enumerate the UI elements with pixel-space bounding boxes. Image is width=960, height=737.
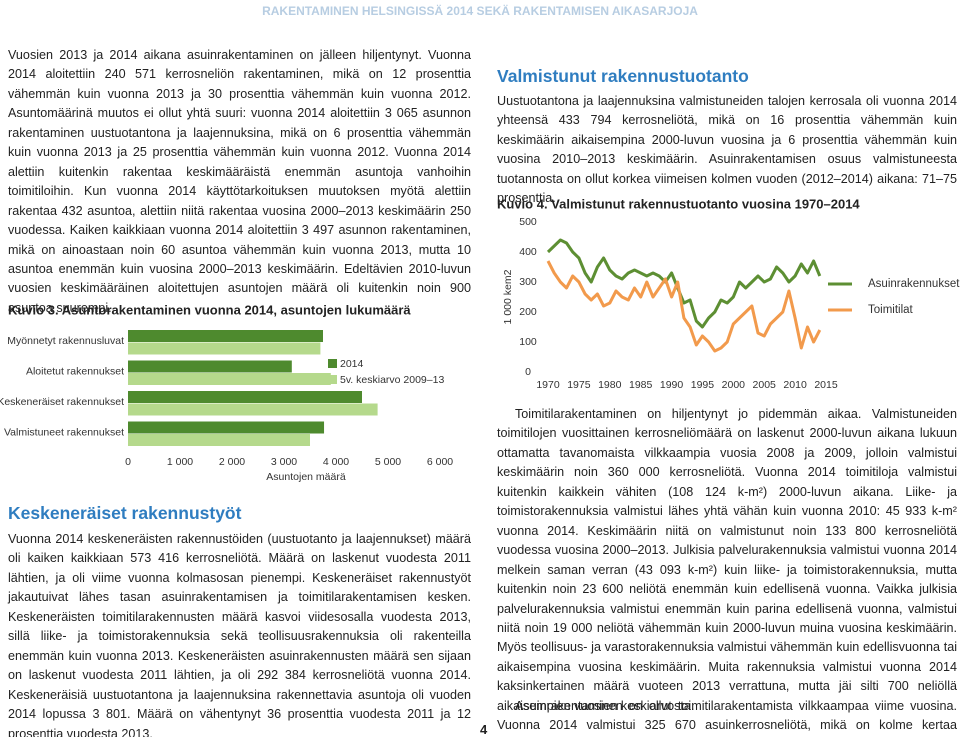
legend-label: Toimitilat	[868, 304, 914, 316]
paragraph: Vuonna 2014 keskeneräisten rakennustöide…	[8, 532, 471, 737]
y-axis-label: 1 000 kem2	[502, 269, 514, 324]
y-tick-label: 0	[525, 366, 531, 378]
legend-label: Asuinrakennukset	[868, 278, 960, 290]
legend-swatch	[328, 359, 337, 368]
chart-title: Kuvio 3. Asuntorakentaminen vuonna 2014,…	[8, 302, 411, 317]
x-tick-label: 2015	[814, 379, 838, 391]
line	[546, 238, 822, 329]
x-tick-label: 1980	[598, 379, 622, 391]
legend-label: 5v. keskiarvo 2009–13	[340, 374, 444, 386]
section-heading: Keskeneräiset rakennustyöt	[8, 503, 242, 523]
section-heading: Valmistunut rakennustuotanto	[497, 66, 749, 86]
x-tick-label: 1970	[536, 379, 560, 391]
legend-swatch	[328, 375, 337, 384]
bar	[128, 330, 323, 342]
x-tick-label: 3 000	[271, 456, 297, 468]
bar	[128, 434, 310, 446]
x-tick-label: 1985	[629, 379, 653, 391]
paragraph: Vuosien 2013 ja 2014 aikana asuinrakenta…	[8, 48, 471, 315]
paragraph: Asuinrakentaminen on ollut toimitilarake…	[497, 699, 957, 733]
y-tick-label: 500	[519, 216, 537, 228]
x-tick-label: 1990	[660, 379, 684, 391]
x-tick-label: 1995	[691, 379, 715, 391]
category-label: Aloitetut rakennukset	[26, 365, 124, 377]
chart-title: Kuvio 4. Valmistunut rakennustuotanto vu…	[497, 196, 860, 211]
x-tick-label: 2000	[722, 379, 746, 391]
x-tick-label: 0	[125, 456, 131, 468]
x-tick-label: 4 000	[323, 456, 349, 468]
category-label: Myönnetyt rakennusluvat	[7, 335, 124, 347]
line	[546, 260, 822, 353]
bar	[128, 421, 325, 434]
page-number: 4	[480, 722, 488, 737]
category-label: Keskeneräiset rakennukset	[0, 396, 124, 408]
x-axis-label: Asuntojen määrä	[266, 471, 346, 483]
x-tick-label: 2005	[753, 379, 777, 391]
header-title: RAKENTAMINEN HELSINGISSÄ 2014 SEKÄ RAKEN…	[262, 4, 698, 18]
x-tick-label: 1 000	[167, 456, 193, 468]
y-tick-label: 400	[519, 246, 537, 258]
bar	[128, 360, 292, 373]
y-tick-label: 200	[519, 306, 537, 318]
paragraph: Uustuotantona ja laajennuksina valmistun…	[497, 94, 957, 206]
y-tick-label: 300	[519, 276, 537, 288]
x-tick-label: 1975	[567, 379, 591, 391]
x-tick-label: 2010	[783, 379, 807, 391]
category-label: Valmistuneet rakennukset	[4, 426, 124, 438]
bar	[128, 391, 362, 403]
x-tick-label: 6 000	[427, 456, 453, 468]
x-tick-label: 2 000	[219, 456, 245, 468]
x-tick-label: 5 000	[375, 456, 401, 468]
bar	[128, 373, 331, 385]
legend-label: 2014	[340, 358, 364, 370]
paragraph: Toimitilarakentaminen on hiljentynyt jo …	[497, 407, 957, 713]
y-tick-label: 100	[519, 336, 537, 348]
bar	[128, 403, 378, 416]
bar	[128, 342, 321, 355]
